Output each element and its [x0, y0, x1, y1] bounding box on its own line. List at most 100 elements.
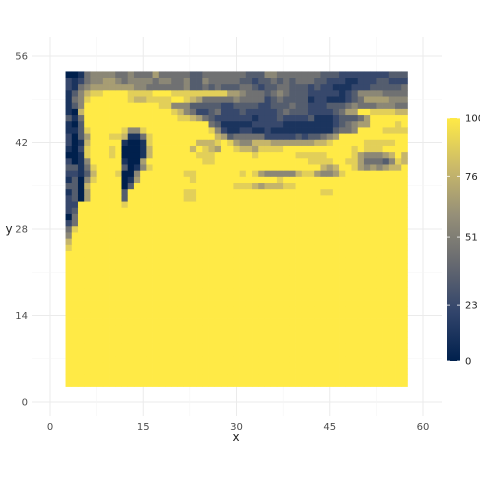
- heatmap-cell: [332, 306, 340, 313]
- heatmap-cell: [65, 318, 73, 326]
- heatmap-cell: [307, 77, 315, 85]
- heatmap-cell: [388, 164, 396, 171]
- heatmap-cell: [339, 83, 346, 91]
- heatmap-cell: [177, 287, 185, 295]
- heatmap-cell: [314, 108, 321, 116]
- heatmap-cell: [208, 201, 216, 208]
- heatmap-cell: [307, 170, 315, 177]
- heatmap-cell: [84, 71, 91, 78]
- heatmap-cell: [339, 108, 346, 116]
- heatmap-cell: [388, 102, 396, 109]
- heatmap-cell: [401, 318, 408, 326]
- heatmap-cell: [121, 275, 129, 282]
- heatmap-cell: [77, 145, 85, 153]
- heatmap-cell: [376, 238, 383, 245]
- heatmap-cell: [220, 269, 228, 276]
- heatmap-cell: [220, 201, 228, 208]
- heatmap-cell: [102, 368, 110, 375]
- heatmap-cell: [301, 219, 309, 227]
- heatmap-cell: [133, 225, 141, 233]
- heatmap-cell: [84, 164, 91, 171]
- heatmap-cell: [270, 182, 278, 190]
- heatmap-cell: [401, 355, 408, 363]
- heatmap-cell: [146, 374, 153, 381]
- heatmap-cell: [283, 293, 290, 301]
- legend-label: 100: [465, 114, 480, 125]
- heatmap-cell: [96, 133, 104, 140]
- heatmap-cell: [351, 114, 359, 122]
- heatmap-cell: [140, 368, 147, 375]
- heatmap-cell: [351, 250, 359, 258]
- heatmap-cell: [264, 275, 272, 282]
- heatmap-cell: [227, 182, 234, 190]
- heatmap-cell: [227, 127, 234, 134]
- heatmap-cell: [165, 300, 172, 307]
- heatmap-cell: [196, 355, 203, 363]
- heatmap-cell: [295, 306, 303, 313]
- legend-colorbar: [447, 118, 460, 361]
- heatmap-cell: [370, 330, 377, 338]
- heatmap-cell: [233, 374, 240, 381]
- heatmap-cell: [177, 164, 185, 171]
- heatmap-cell: [339, 361, 346, 369]
- heatmap-cell: [220, 170, 228, 177]
- heatmap-cell: [258, 83, 265, 91]
- heatmap-cell: [345, 219, 352, 227]
- heatmap-cell: [276, 182, 284, 190]
- heatmap-cell: [146, 238, 153, 245]
- heatmap-cell: [171, 337, 178, 344]
- heatmap-cell: [388, 300, 396, 307]
- heatmap-cell: [320, 232, 327, 239]
- heatmap-cell: [289, 275, 296, 282]
- heatmap-cell: [77, 102, 85, 109]
- heatmap-cell: [283, 361, 290, 369]
- heatmap-cell: [388, 96, 396, 103]
- heatmap-cell: [214, 374, 222, 381]
- heatmap-cell: [133, 349, 141, 357]
- heatmap-cell: [320, 355, 327, 363]
- heatmap-cell: [214, 176, 222, 184]
- heatmap-cell: [115, 250, 122, 258]
- heatmap-cell: [339, 324, 346, 332]
- heatmap-cell: [357, 312, 365, 319]
- heatmap-cell: [140, 318, 147, 326]
- heatmap-cell: [307, 368, 315, 375]
- heatmap-cell: [165, 219, 172, 227]
- heatmap-cell: [339, 330, 346, 338]
- heatmap-cell: [376, 256, 383, 264]
- heatmap-cell: [71, 77, 79, 85]
- heatmap-cell: [71, 127, 79, 134]
- heatmap-cell: [158, 219, 166, 227]
- heatmap-cell: [84, 83, 91, 91]
- heatmap-cell: [332, 355, 340, 363]
- heatmap-cell: [140, 176, 147, 184]
- heatmap-cell: [165, 287, 172, 295]
- heatmap-cell: [177, 127, 185, 134]
- heatmap-cell: [245, 83, 253, 91]
- heatmap-cell: [102, 96, 110, 103]
- heatmap-cell: [363, 213, 371, 221]
- heatmap-cell: [165, 374, 172, 381]
- heatmap-cell: [245, 318, 253, 326]
- heatmap-cell: [332, 337, 340, 344]
- heatmap-cell: [189, 244, 197, 251]
- heatmap-cell: [109, 337, 116, 344]
- heatmap-cell: [258, 157, 265, 165]
- heatmap-cell: [252, 324, 259, 332]
- heatmap-cell: [227, 195, 234, 202]
- heatmap-cell: [276, 306, 284, 313]
- heatmap-cell: [183, 232, 191, 239]
- heatmap-cell: [96, 343, 104, 350]
- heatmap-cell: [165, 269, 172, 276]
- heatmap-cell: [202, 145, 209, 153]
- heatmap-cell: [208, 244, 216, 251]
- heatmap-cell: [158, 361, 166, 369]
- heatmap-cell: [332, 164, 340, 171]
- heatmap-cell: [245, 188, 253, 196]
- heatmap-cell: [227, 157, 234, 165]
- heatmap-cell: [214, 96, 222, 103]
- heatmap-cell: [233, 293, 240, 301]
- heatmap-cell: [220, 300, 228, 307]
- heatmap-cell: [127, 293, 135, 301]
- heatmap-cell: [351, 225, 359, 233]
